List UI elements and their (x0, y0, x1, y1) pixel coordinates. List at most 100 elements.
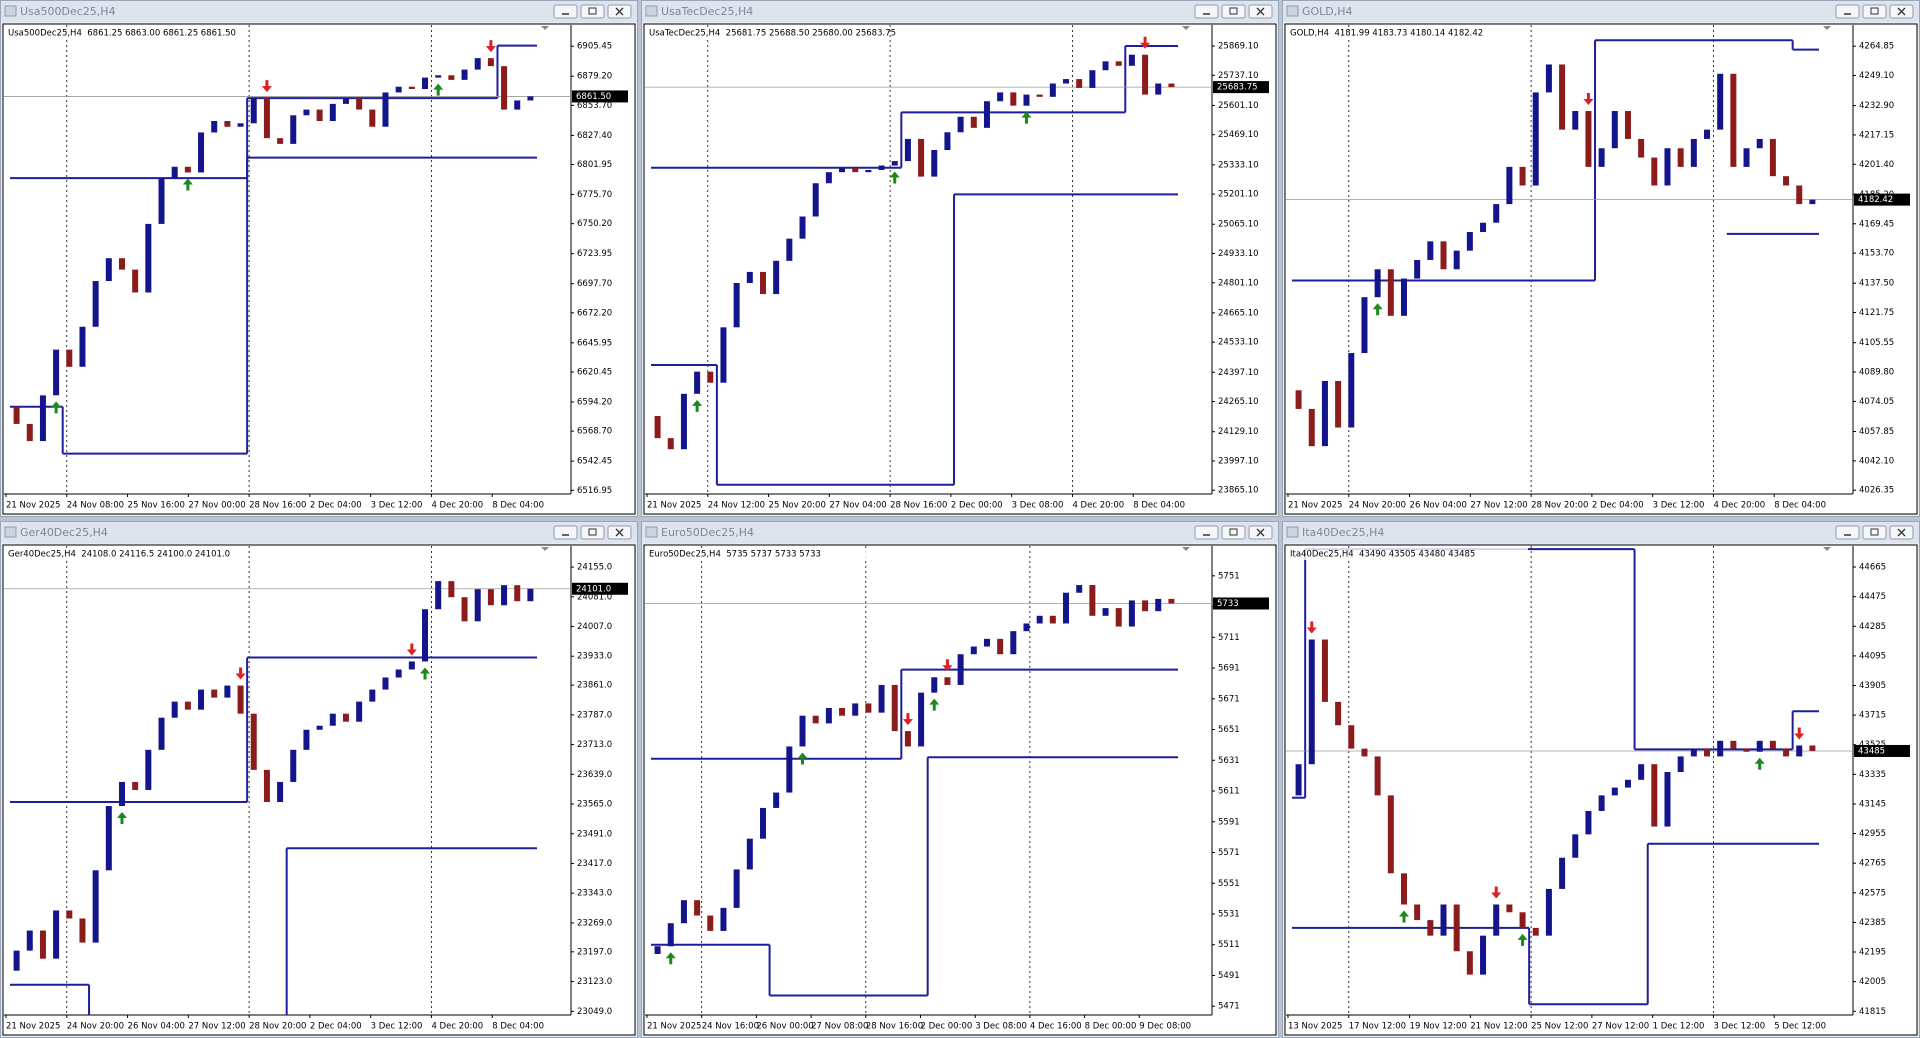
candle-body (720, 907, 727, 931)
price-label: 6853.70 (577, 101, 612, 111)
price-label: 43905 (1859, 681, 1886, 691)
candle-body (1023, 94, 1030, 106)
price-label: 24801.10 (1218, 278, 1259, 288)
sell-arrow (902, 713, 913, 726)
candle-body (501, 585, 508, 606)
sell-arrow (1140, 36, 1151, 49)
time-label: 26 Nov 00:00 (756, 1022, 813, 1032)
candle-body (1335, 380, 1342, 428)
window-title: Ger40Dec25,H4 (20, 526, 108, 539)
restore-button[interactable] (1221, 525, 1246, 540)
price-label: 43715 (1859, 711, 1886, 721)
title-bar (1, 1, 637, 22)
price-label: 25333.10 (1218, 160, 1259, 170)
current-price-box (1854, 193, 1910, 206)
candle-body (1638, 138, 1645, 158)
buy-arrow (1398, 910, 1409, 923)
candle-body (1089, 585, 1096, 616)
candle-body (997, 638, 1004, 655)
symbol-info: Euro50Dec25,H4 5735 5737 5733 5733 (649, 550, 821, 560)
minimize-button[interactable] (553, 525, 578, 540)
restore-button[interactable] (1862, 4, 1887, 19)
candle-body (356, 98, 363, 110)
candle-body (1427, 241, 1434, 260)
candle-body (395, 669, 402, 678)
restore-glyph (588, 528, 597, 536)
candle-body (786, 238, 793, 261)
minimize-button[interactable] (1194, 525, 1219, 540)
candle-body (1348, 725, 1355, 749)
minimize-button[interactable] (553, 4, 578, 19)
price-label: 5571 (1218, 848, 1240, 858)
candle-body (759, 271, 766, 295)
candle-body (105, 806, 112, 871)
candle-body (891, 684, 898, 732)
time-label: 3 Dec 12:00 (371, 1022, 423, 1032)
time-label: 4 Dec 20:00 (1713, 501, 1765, 511)
candle-body (1010, 92, 1017, 106)
candle-body (1796, 745, 1803, 757)
candle-body (1704, 748, 1711, 757)
current-price-label: 25683.75 (1217, 83, 1258, 93)
chart-window: Ger40Dec25,H4 21 Nov 2025 24 Nov 20:00 26 N… (0, 521, 638, 1038)
price-label: 5631 (1218, 756, 1240, 766)
candle-body (918, 692, 925, 747)
candle-body (527, 588, 534, 602)
candle-body (263, 98, 270, 139)
candle-body (773, 792, 780, 808)
candle-body (1743, 148, 1750, 167)
restore-button[interactable] (1862, 525, 1887, 540)
time-label: 21 Nov 2025 (6, 1022, 60, 1032)
minimize-button[interactable] (1835, 4, 1860, 19)
plot-area (645, 546, 1212, 1015)
price-label: 43335 (1859, 770, 1886, 780)
restore-button[interactable] (580, 4, 605, 19)
restore-button[interactable] (1221, 4, 1246, 19)
candle-body (654, 415, 661, 439)
candle-body (514, 585, 521, 602)
time-label: 24 Nov 20:00 (67, 1022, 124, 1032)
candle-body (1076, 585, 1083, 593)
title-bar (1, 522, 637, 543)
candle-body (1321, 380, 1328, 447)
candle-body (970, 116, 977, 128)
candle-body (694, 900, 701, 916)
candle-body (1638, 764, 1645, 780)
candle-body (1783, 748, 1790, 757)
buy-arrow (692, 399, 703, 412)
candle-body (1809, 745, 1816, 751)
candle-body (1624, 111, 1631, 139)
candle-body (1036, 615, 1043, 624)
price-label: 23417.0 (577, 859, 612, 869)
price-label: 5691 (1218, 664, 1240, 674)
chart-window: Usa500Dec25,H4 21 Nov 2025 24 Nov 08:00 25 … (0, 0, 638, 517)
restore-glyph (1870, 7, 1879, 15)
current-price-box (1854, 744, 1910, 757)
price-label: 6879.20 (577, 72, 612, 82)
price-label: 23865.10 (1218, 486, 1259, 496)
chart-shift-marker (541, 26, 549, 30)
candle-body (395, 86, 402, 93)
candle-body (1142, 54, 1149, 95)
price-label: 6827.40 (577, 131, 612, 141)
price-label: 24533.10 (1218, 338, 1259, 348)
price-label: 6723.95 (577, 249, 612, 259)
candle-body (1023, 623, 1030, 632)
price-label: 6750.20 (577, 219, 612, 229)
minimize-button[interactable] (1194, 4, 1219, 19)
minimize-button[interactable] (1835, 525, 1860, 540)
candle-body (865, 703, 872, 713)
candle-body (1168, 598, 1175, 604)
candle-body (1453, 250, 1460, 270)
candle-body (970, 646, 977, 655)
candle-body (527, 96, 534, 101)
chart-area (643, 23, 1277, 515)
price-label: 25201.10 (1218, 190, 1259, 200)
buy-arrow (420, 667, 431, 680)
restore-button[interactable] (580, 525, 605, 540)
candle-body (1128, 600, 1135, 627)
time-label: 8 Dec 04:00 (1133, 501, 1185, 511)
candle-body (773, 260, 780, 295)
chart-area (1284, 23, 1918, 515)
